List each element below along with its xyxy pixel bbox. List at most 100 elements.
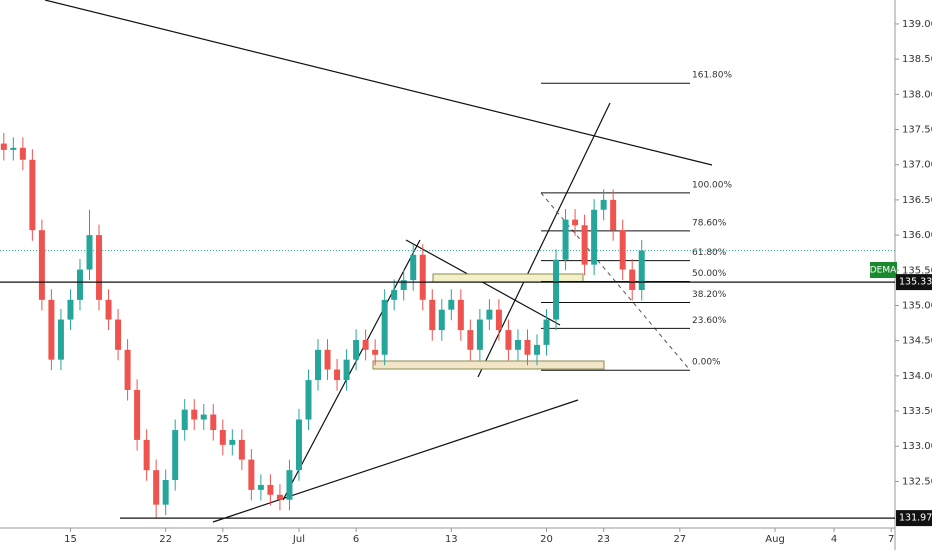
x-tick-label: 22 bbox=[159, 534, 172, 545]
candle-body bbox=[495, 309, 502, 331]
candle-body bbox=[153, 470, 160, 505]
candle-body bbox=[115, 319, 122, 350]
candle-body bbox=[238, 439, 245, 460]
candle-body bbox=[276, 494, 283, 500]
candle-body bbox=[505, 330, 512, 350]
candle-body bbox=[143, 439, 150, 471]
candle-body bbox=[638, 250, 645, 290]
y-tick-label: 134.000 bbox=[902, 371, 932, 382]
x-tick-label: Jul bbox=[292, 534, 305, 545]
candle-body bbox=[600, 199, 607, 210]
candle-body bbox=[438, 309, 445, 331]
candle-body bbox=[381, 299, 388, 355]
zone bbox=[372, 360, 605, 370]
fib-label: 78.60% bbox=[692, 218, 727, 228]
fib-label: 23.60% bbox=[692, 316, 727, 326]
price-tag-label: 131.979 bbox=[899, 513, 932, 524]
candle-body bbox=[629, 269, 636, 290]
candle-body bbox=[372, 349, 379, 355]
candle-body bbox=[29, 159, 36, 231]
price-tag-label: 135.332 bbox=[899, 277, 932, 288]
y-tick-label: 134.500 bbox=[902, 336, 932, 347]
candle-body bbox=[200, 414, 207, 420]
candle-body bbox=[362, 339, 369, 350]
candle-body bbox=[448, 299, 455, 310]
candle-body bbox=[486, 309, 493, 320]
candle-body bbox=[534, 344, 540, 355]
candle-body bbox=[419, 254, 426, 300]
indicator-label: DEMA bbox=[870, 266, 897, 276]
candle-body bbox=[38, 230, 45, 300]
candle-body bbox=[353, 339, 360, 360]
y-tick-label: 133.000 bbox=[902, 441, 932, 452]
candle-body bbox=[391, 289, 398, 300]
candle-body bbox=[210, 414, 217, 431]
trend-line bbox=[477, 102, 611, 378]
candle-body bbox=[400, 280, 407, 290]
x-tick-label: 25 bbox=[216, 534, 229, 545]
candle-body bbox=[581, 225, 588, 265]
x-tick-label: 13 bbox=[445, 534, 458, 545]
candle-body bbox=[105, 299, 112, 320]
candle-body bbox=[343, 359, 350, 381]
trend-line bbox=[44, 0, 713, 166]
fib-label: 161.80% bbox=[692, 71, 732, 81]
x-tick-label: 20 bbox=[540, 534, 553, 545]
y-tick-label: 138.500 bbox=[902, 54, 932, 65]
candle-body bbox=[562, 219, 569, 260]
candle-body bbox=[134, 389, 141, 440]
candle-body bbox=[57, 319, 64, 360]
fib-label: 38.20% bbox=[692, 290, 727, 300]
x-tick-label: Aug bbox=[765, 534, 785, 545]
y-tick-label: 136.000 bbox=[902, 230, 932, 241]
indicator-tag bbox=[870, 262, 897, 278]
y-tick-label: 137.500 bbox=[902, 125, 932, 136]
y-tick-label: 138.000 bbox=[902, 89, 932, 100]
candle-body bbox=[591, 209, 598, 265]
candle-body bbox=[162, 480, 169, 505]
price-tag bbox=[896, 274, 932, 291]
x-tick-label: 15 bbox=[64, 534, 77, 545]
candle-body bbox=[267, 484, 274, 495]
y-tick-label: 133.500 bbox=[902, 406, 932, 417]
candle-body bbox=[457, 299, 464, 331]
y-tick-label: 135.000 bbox=[902, 300, 932, 311]
fib-label: 61.80% bbox=[692, 248, 727, 258]
candle-body bbox=[286, 470, 293, 500]
candle-body bbox=[229, 439, 236, 445]
candle-body bbox=[619, 230, 626, 270]
candle-body bbox=[410, 254, 417, 281]
candle-body bbox=[305, 380, 312, 420]
candle-body bbox=[334, 369, 341, 381]
fib-label: 0.00% bbox=[692, 358, 721, 368]
candle-body bbox=[324, 349, 331, 370]
trend-line bbox=[212, 399, 579, 523]
candle-body bbox=[295, 419, 302, 471]
candle-body bbox=[219, 430, 226, 445]
candle-body bbox=[67, 299, 74, 320]
price-tag bbox=[896, 510, 932, 527]
candle-body bbox=[514, 339, 521, 350]
candle-body bbox=[48, 299, 55, 360]
candle-body bbox=[172, 430, 179, 481]
candle-body bbox=[572, 219, 579, 226]
x-tick-label: 23 bbox=[597, 534, 610, 545]
candle-body bbox=[191, 409, 198, 420]
candle-body bbox=[610, 199, 617, 231]
y-tick-label: 139.000 bbox=[902, 19, 932, 30]
candle-body bbox=[86, 235, 93, 270]
candle-body bbox=[524, 339, 531, 355]
zone bbox=[432, 273, 584, 283]
candle-body bbox=[315, 349, 322, 381]
candle-body bbox=[19, 147, 26, 160]
fib-label: 100.00% bbox=[692, 180, 732, 190]
x-tick-label: 4 bbox=[831, 534, 837, 545]
candle-body bbox=[124, 349, 131, 390]
x-tick-label: 7 bbox=[888, 534, 894, 545]
y-tick-label: 136.500 bbox=[902, 195, 932, 206]
candle-body bbox=[467, 330, 474, 350]
y-tick-label: 137.000 bbox=[902, 160, 932, 171]
x-tick-label: 6 bbox=[353, 534, 359, 545]
candle-body bbox=[543, 319, 550, 345]
